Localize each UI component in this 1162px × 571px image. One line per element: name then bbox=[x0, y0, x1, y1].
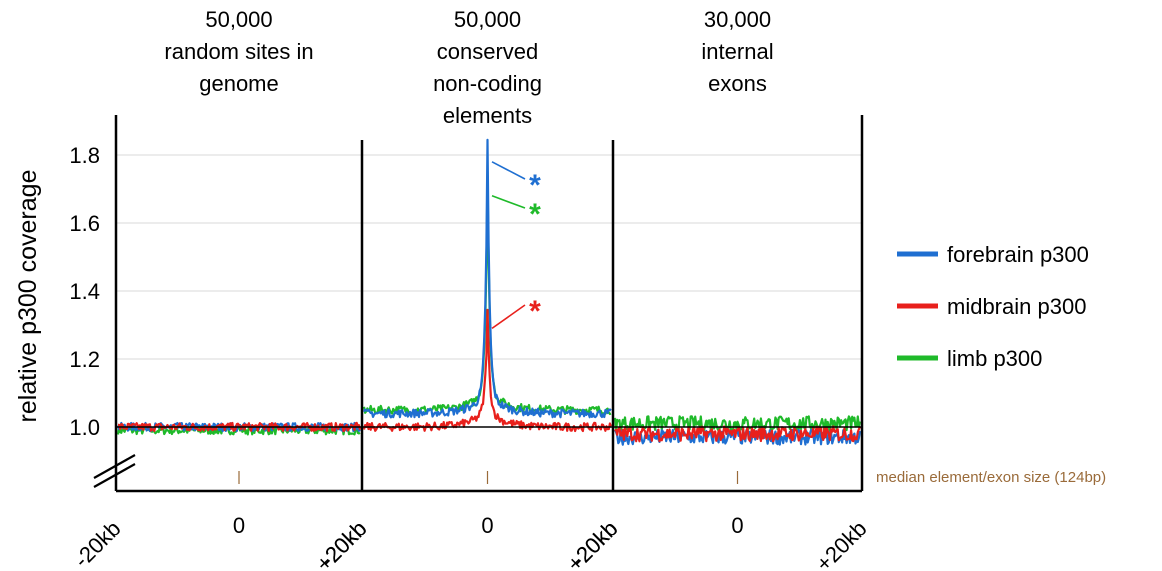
y-tick-label: 1.0 bbox=[69, 415, 100, 440]
y-tick-label: 1.2 bbox=[69, 347, 100, 372]
x-tick-label: -20kb bbox=[315, 516, 372, 571]
panel-header-line: genome bbox=[199, 71, 279, 96]
significance-star: * bbox=[529, 169, 541, 202]
legend-label: forebrain p300 bbox=[947, 242, 1089, 267]
x-tick-label: +20kb bbox=[811, 516, 872, 571]
x-tick-label: 0 bbox=[481, 513, 493, 538]
axis-break-mark bbox=[93, 454, 136, 479]
panel-header-line: 50,000 bbox=[205, 7, 272, 32]
significance-star: * bbox=[529, 198, 541, 231]
y-tick-label: 1.6 bbox=[69, 211, 100, 236]
median-size-note: median element/exon size (124bp) bbox=[876, 469, 1106, 486]
panel-header-line: elements bbox=[443, 103, 532, 128]
series-line-midbrain-p300 bbox=[118, 421, 362, 433]
peak-leader-line bbox=[491, 161, 526, 180]
x-tick-label: -20kb bbox=[69, 516, 126, 571]
panel-header-line: 30,000 bbox=[704, 7, 771, 32]
peak-leader-line bbox=[491, 304, 526, 330]
panel-header-line: 50,000 bbox=[454, 7, 521, 32]
panel-header-line: non-coding bbox=[433, 71, 542, 96]
x-tick-label: 0 bbox=[731, 513, 743, 538]
panel-header-line: random sites in bbox=[164, 39, 313, 64]
peak-leader-line bbox=[491, 195, 526, 209]
x-tick-label: -20kb bbox=[566, 516, 623, 571]
y-axis-label: relative p300 coverage bbox=[14, 170, 42, 423]
panel-header-line: internal bbox=[701, 39, 773, 64]
series-line-midbrain-p300 bbox=[614, 425, 862, 443]
panel-header-line: conserved bbox=[437, 39, 539, 64]
axis-break-mark bbox=[93, 463, 136, 488]
series-line-forebrain-p300 bbox=[363, 138, 612, 419]
legend-label: limb p300 bbox=[947, 346, 1042, 371]
y-tick-label: 1.4 bbox=[69, 279, 100, 304]
legend-label: midbrain p300 bbox=[947, 294, 1086, 319]
x-tick-label: 0 bbox=[233, 513, 245, 538]
significance-star: * bbox=[529, 295, 541, 328]
y-tick-label: 1.8 bbox=[69, 143, 100, 168]
panel-header-line: exons bbox=[708, 71, 767, 96]
